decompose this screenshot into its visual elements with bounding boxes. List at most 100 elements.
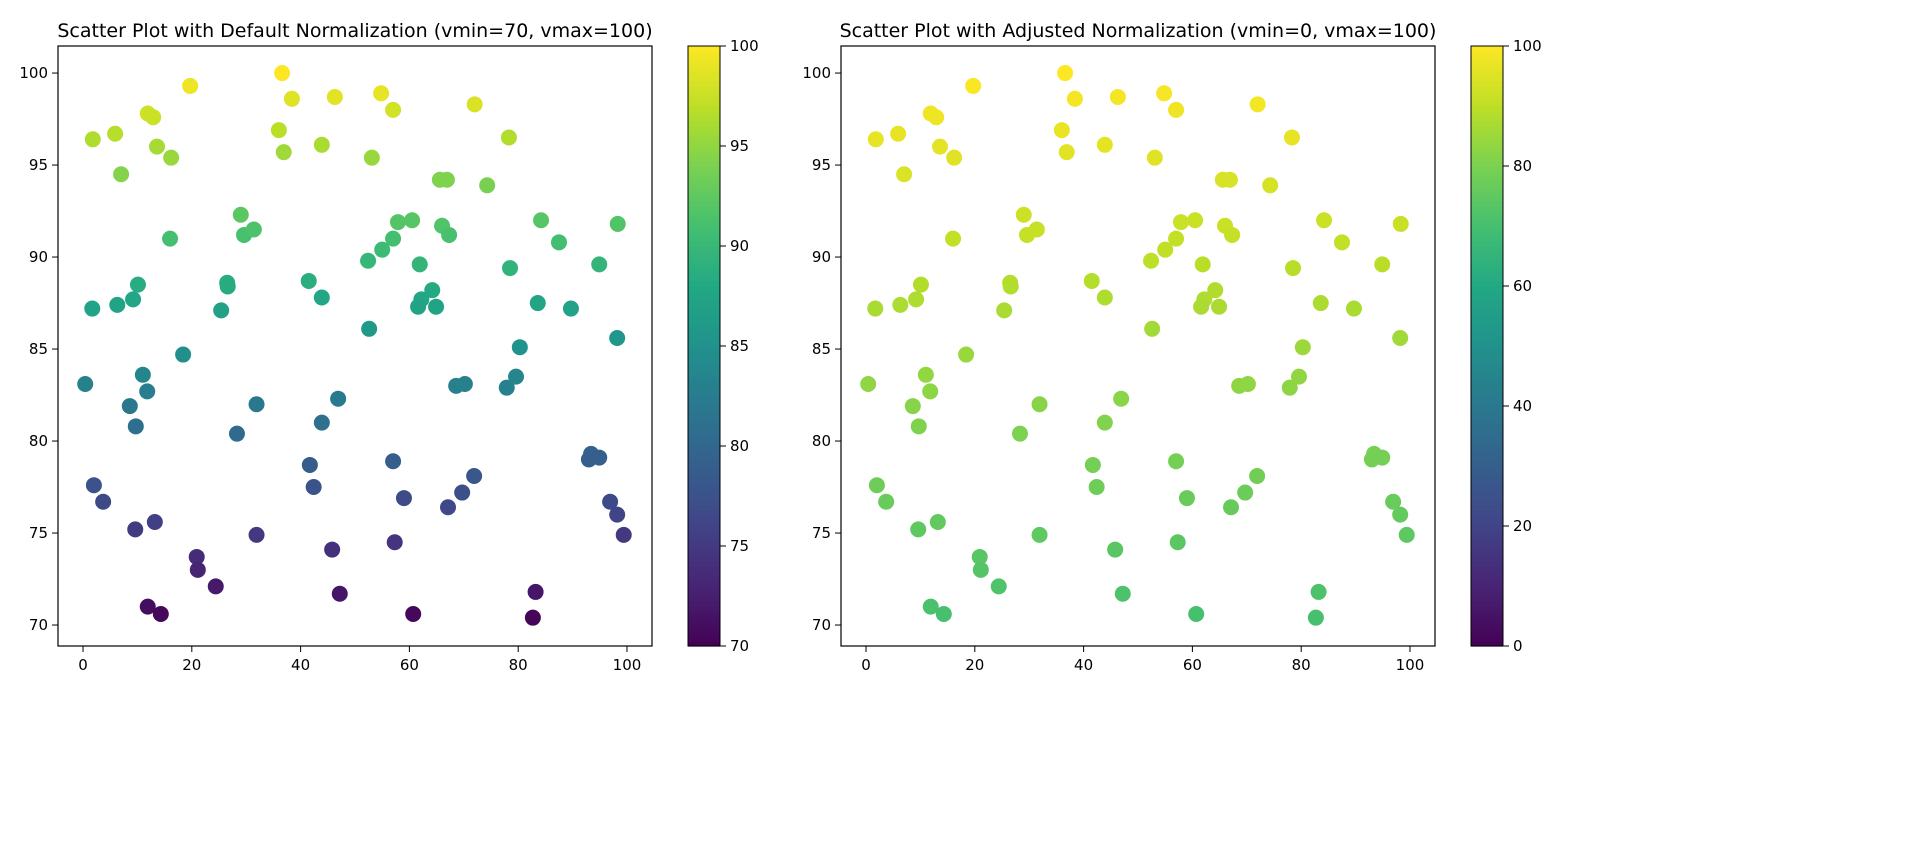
colorbar-segment (688, 181, 720, 187)
colorbar-segment (1471, 146, 1503, 152)
colorbar-segment (1471, 356, 1503, 362)
colorbar-segment (688, 166, 720, 172)
colorbar-segment (1471, 76, 1503, 82)
colorbar-segment (1471, 576, 1503, 582)
colorbar-segment (688, 356, 720, 362)
data-point (929, 513, 946, 530)
y-tick-label: 70 (812, 616, 831, 634)
colorbar-segment (1471, 346, 1503, 352)
data-point (1088, 479, 1105, 496)
colorbar-segment (1471, 136, 1503, 142)
colorbar-segment (1471, 466, 1503, 472)
data-point (1281, 379, 1298, 396)
colorbar-segment (1471, 616, 1503, 622)
colorbar-segment (688, 481, 720, 487)
colorbar-segment (1471, 301, 1503, 307)
colorbar-segment (1471, 591, 1503, 597)
colorbar-tick-label: 70 (730, 637, 749, 655)
y-tick-label: 90 (812, 248, 831, 266)
data-point (162, 230, 179, 247)
colorbar-segment (1471, 451, 1503, 457)
data-point (533, 212, 550, 229)
colorbar-segment (688, 386, 720, 392)
data-point (609, 506, 626, 523)
colorbar-segment (1471, 151, 1503, 157)
data-point (550, 234, 567, 251)
data-point (245, 221, 262, 238)
colorbar-segment (688, 366, 720, 372)
data-point (248, 396, 265, 413)
data-point (283, 90, 300, 107)
y-tick-label: 75 (29, 524, 48, 542)
data-point (878, 493, 895, 510)
data-point (189, 561, 206, 578)
y-tick-label: 95 (812, 156, 831, 174)
data-point (127, 521, 144, 538)
data-point (363, 149, 380, 166)
data-point (1392, 506, 1409, 523)
data-point (508, 368, 525, 385)
colorbar-segment (1471, 181, 1503, 187)
colorbar-segment (688, 506, 720, 512)
y-tick-label: 85 (812, 340, 831, 358)
colorbar-segment (1471, 501, 1503, 507)
colorbar-segment (1471, 171, 1503, 177)
colorbar-segment (1471, 111, 1503, 117)
colorbar-segment (1471, 476, 1503, 482)
data-point (1172, 214, 1189, 231)
data-point (1031, 396, 1048, 413)
data-point (502, 260, 519, 277)
colorbar-segment (688, 456, 720, 462)
data-point (207, 578, 224, 595)
data-point (1028, 221, 1045, 238)
colorbar-segment (688, 136, 720, 142)
data-point (84, 300, 101, 317)
colorbar-segment (688, 316, 720, 322)
colorbar-segment (1471, 261, 1503, 267)
colorbar-segment (1471, 106, 1503, 112)
data-point (1385, 493, 1402, 510)
data-point (1307, 609, 1324, 626)
data-point (498, 379, 515, 396)
data-point (313, 289, 330, 306)
colorbar-segment (688, 76, 720, 82)
data-point (896, 166, 913, 183)
colorbar-segment (688, 186, 720, 192)
colorbar-segment (688, 161, 720, 167)
data-point (139, 383, 156, 400)
data-point (904, 398, 921, 415)
colorbar-segment (688, 421, 720, 427)
colorbar-segment (1471, 316, 1503, 322)
data-point (1114, 585, 1131, 602)
data-point (1249, 467, 1266, 484)
colorbar-segment (1471, 566, 1503, 572)
colorbar-segment (1471, 596, 1503, 602)
x-tick-label: 40 (291, 656, 310, 674)
colorbar-segment (1471, 51, 1503, 57)
data-point (1398, 526, 1415, 543)
data-point (175, 346, 192, 363)
colorbar-segment (1471, 461, 1503, 467)
colorbar-tick-label: 75 (730, 537, 749, 555)
colorbar-segment (1471, 611, 1503, 617)
data-point (910, 521, 927, 538)
colorbar-segment (1471, 446, 1503, 452)
colorbar-segment (688, 521, 720, 527)
data-point (145, 109, 162, 126)
data-point (1146, 149, 1163, 166)
data-point (1053, 122, 1070, 139)
colorbar-segment (1471, 621, 1503, 627)
colorbar-segment (688, 81, 720, 87)
colorbar-segment (688, 511, 720, 517)
data-point (1223, 499, 1240, 516)
data-point (971, 548, 988, 565)
colorbar-segment (1471, 561, 1503, 567)
colorbar-segment (1471, 281, 1503, 287)
colorbar-segment (688, 626, 720, 632)
colorbar-segment (688, 251, 720, 257)
colorbar-segment (688, 591, 720, 597)
colorbar-segment (1471, 376, 1503, 382)
colorbar-segment (688, 516, 720, 522)
left-plot-title: Scatter Plot with Default Normalization … (57, 20, 652, 42)
x-tick-label: 80 (1292, 656, 1311, 674)
